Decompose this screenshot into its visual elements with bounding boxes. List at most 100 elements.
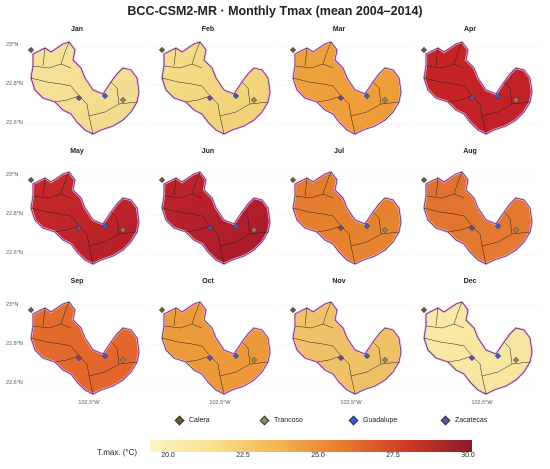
station-marker xyxy=(512,356,520,364)
station-marker xyxy=(289,46,297,54)
legend-calera-label: Calera xyxy=(189,417,210,424)
map-panel-may xyxy=(19,170,145,266)
panel-title-nov: Nov xyxy=(332,278,346,285)
station-marker xyxy=(468,224,476,232)
station-marker xyxy=(101,222,109,230)
station-marker xyxy=(381,96,389,104)
guadalupe-marker-icon xyxy=(348,415,359,426)
station-marker xyxy=(289,306,297,314)
longitude-label: 102.5°W xyxy=(340,400,362,406)
latitude-label: 22.6°N xyxy=(6,120,23,126)
latitude-label: 23°N xyxy=(6,302,19,308)
calera-marker-icon xyxy=(174,415,185,426)
colorbar-tick-2: 22.5 xyxy=(236,452,250,459)
station-marker xyxy=(232,92,240,100)
station-marker xyxy=(381,226,389,234)
station-marker xyxy=(27,176,35,184)
station-marker xyxy=(337,94,345,102)
longitude-label: 102.5°W xyxy=(209,400,231,406)
legend-zacatecas: Zacatecas xyxy=(440,415,488,426)
station-marker xyxy=(206,354,214,362)
longitude-label: 102.5°W xyxy=(471,400,493,406)
panel-title-aug: Aug xyxy=(463,148,477,155)
station-marker xyxy=(420,46,428,54)
legend-zacatecas-label: Zacatecas xyxy=(455,417,488,424)
station-marker xyxy=(158,46,166,54)
station-marker xyxy=(494,92,502,100)
colorbar-tick-5: 30.0 xyxy=(461,452,475,459)
latitude-label: 22.8°N xyxy=(6,341,23,347)
panel-title-jan: Jan xyxy=(70,26,84,33)
station-marker xyxy=(512,226,520,234)
panel-title-jun: Jun xyxy=(201,148,215,155)
panel-title-mar: Mar xyxy=(332,26,346,33)
station-marker xyxy=(119,356,127,364)
legend-calera: Calera xyxy=(174,415,210,426)
map-panel-feb xyxy=(150,40,276,136)
map-panel-jan xyxy=(19,40,145,136)
panel-title-may: May xyxy=(70,148,84,155)
colorbar-tick-4: 27.5 xyxy=(386,452,400,459)
station-marker xyxy=(101,92,109,100)
colorbar-tick-3: 25.0 xyxy=(311,452,325,459)
map-panel-sep xyxy=(19,300,145,396)
station-marker xyxy=(27,46,35,54)
station-marker xyxy=(101,352,109,360)
station-marker xyxy=(75,354,83,362)
panel-title-apr: Apr xyxy=(463,26,477,33)
station-marker xyxy=(232,352,240,360)
station-marker xyxy=(158,306,166,314)
colorbar xyxy=(150,440,472,452)
legend-trancoso-label: Trancoso xyxy=(274,417,303,424)
station-marker xyxy=(420,176,428,184)
station-marker xyxy=(468,94,476,102)
map-panel-aug xyxy=(412,170,538,266)
map-panel-nov xyxy=(281,300,407,396)
station-marker xyxy=(363,222,371,230)
map-panel-apr xyxy=(412,40,538,136)
latitude-label: 22.8°N xyxy=(6,211,23,217)
figure-title: BCC-CSM2-MR · Monthly Tmax (mean 2004–20… xyxy=(127,4,423,18)
latitude-label: 22.8°N xyxy=(6,81,23,87)
station-marker xyxy=(494,352,502,360)
station-marker xyxy=(206,94,214,102)
station-marker xyxy=(494,222,502,230)
legend-guadalupe-label: Guadalupe xyxy=(363,417,398,424)
trancoso-marker-icon xyxy=(259,415,270,426)
panel-title-jul: Jul xyxy=(333,148,345,155)
station-marker xyxy=(250,226,258,234)
station-marker xyxy=(232,222,240,230)
station-marker xyxy=(119,226,127,234)
panel-title-dec: Dec xyxy=(463,278,477,285)
zacatecas-marker-icon xyxy=(440,415,451,426)
panel-title-sep: Sep xyxy=(70,278,84,285)
station-marker xyxy=(512,96,520,104)
station-marker xyxy=(75,224,83,232)
station-marker xyxy=(420,306,428,314)
legend-trancoso: Trancoso xyxy=(259,415,303,426)
station-marker xyxy=(289,176,297,184)
colorbar-title: T.max. (°C) xyxy=(97,448,138,457)
latitude-label: 22.6°N xyxy=(6,380,23,386)
panel-title-feb: Feb xyxy=(201,26,215,33)
station-marker xyxy=(337,224,345,232)
latitude-label: 23°N xyxy=(6,172,19,178)
station-marker xyxy=(27,306,35,314)
station-marker xyxy=(363,92,371,100)
map-panel-oct xyxy=(150,300,276,396)
station-marker xyxy=(337,354,345,362)
station-marker xyxy=(250,356,258,364)
station-marker xyxy=(119,96,127,104)
map-panel-dec xyxy=(412,300,538,396)
station-marker xyxy=(381,356,389,364)
station-marker xyxy=(158,176,166,184)
map-panel-jul xyxy=(281,170,407,266)
legend-guadalupe: Guadalupe xyxy=(348,415,398,426)
map-panel-jun xyxy=(150,170,276,266)
latitude-label: 23°N xyxy=(6,42,19,48)
station-marker xyxy=(363,352,371,360)
map-panel-mar xyxy=(281,40,407,136)
station-marker xyxy=(75,94,83,102)
station-marker xyxy=(206,224,214,232)
